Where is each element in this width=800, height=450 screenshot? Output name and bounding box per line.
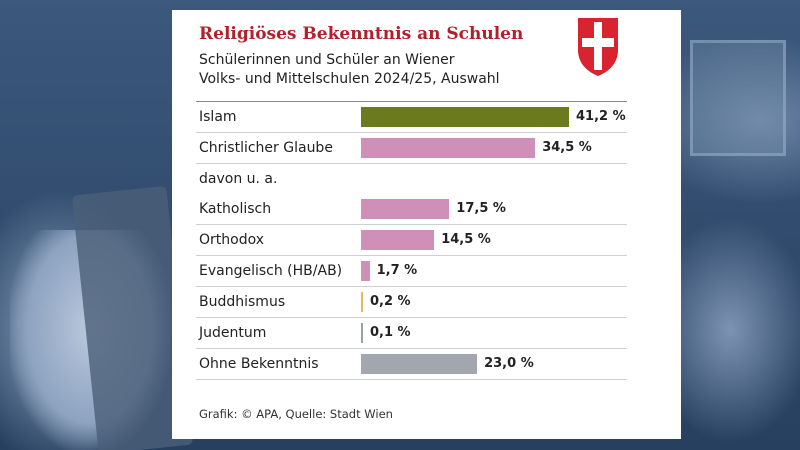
subtitle-line: Schülerinnen und Schüler an Wiener xyxy=(199,52,455,68)
bar-value-label: 14,5 % xyxy=(441,232,491,247)
bar-value-label: 0,1 % xyxy=(370,325,411,340)
bar-label: Buddhismus xyxy=(199,294,286,310)
source-credit: Grafik: © APA, Quelle: Stadt Wien xyxy=(199,407,393,421)
chart-card: Religiöses Bekenntnis an Schulen Schüler… xyxy=(172,10,681,439)
bar xyxy=(361,261,370,281)
bar xyxy=(361,107,569,127)
chart-subtitle: Schülerinnen und Schüler an Wiener Volks… xyxy=(199,51,579,89)
bar-rows: Islam 41,2 % Christlicher Glaube 34,5 % davo… xyxy=(196,101,627,380)
bar-label: Islam xyxy=(199,109,237,125)
chart-row: Ohne Bekenntnis 23,0 % xyxy=(196,349,627,380)
bar xyxy=(361,230,435,250)
chart-row: Buddhismus 0,2 % xyxy=(196,287,627,318)
bar xyxy=(361,292,363,312)
bar-label: Ohne Bekenntnis xyxy=(199,356,319,372)
bar xyxy=(361,138,536,158)
chart-row: Evangelisch (HB/AB) 1,7 % xyxy=(196,256,627,287)
subtitle-line: Volks- und Mittelschulen 2024/25, Auswah… xyxy=(199,71,500,87)
bar-value-label: 17,5 % xyxy=(456,201,506,216)
vienna-coat-of-arms-icon xyxy=(578,18,618,76)
bar-label: Judentum xyxy=(199,325,267,341)
bar-label: davon u. a. xyxy=(199,171,278,187)
chart-row: Islam 41,2 % xyxy=(196,102,627,133)
bar-value-label: 0,2 % xyxy=(370,294,411,309)
bar xyxy=(361,199,450,219)
chart-row: Christlicher Glaube 34,5 % xyxy=(196,133,627,164)
background-window xyxy=(690,40,786,156)
bar-value-label: 1,7 % xyxy=(376,263,418,278)
bar-label: Orthodox xyxy=(199,232,265,248)
chart-row: davon u. a. xyxy=(196,164,627,194)
bar-label: Evangelisch (HB/AB) xyxy=(199,263,343,279)
chart-title: Religiöses Bekenntnis an Schulen xyxy=(199,24,524,44)
bar xyxy=(361,354,478,374)
chart-row: Orthodox 14,5 % xyxy=(196,225,627,256)
bar-value-label: 34,5 % xyxy=(542,140,592,155)
bar-value-label: 41,2 % xyxy=(576,109,626,124)
chart-row: Katholisch 17,5 % xyxy=(196,194,627,225)
chart-row: Judentum 0,1 % xyxy=(196,318,627,349)
bar-label: Christlicher Glaube xyxy=(199,140,333,156)
bar-label: Katholisch xyxy=(199,201,272,217)
bar-value-label: 23,0 % xyxy=(484,356,534,371)
bar xyxy=(361,323,363,343)
